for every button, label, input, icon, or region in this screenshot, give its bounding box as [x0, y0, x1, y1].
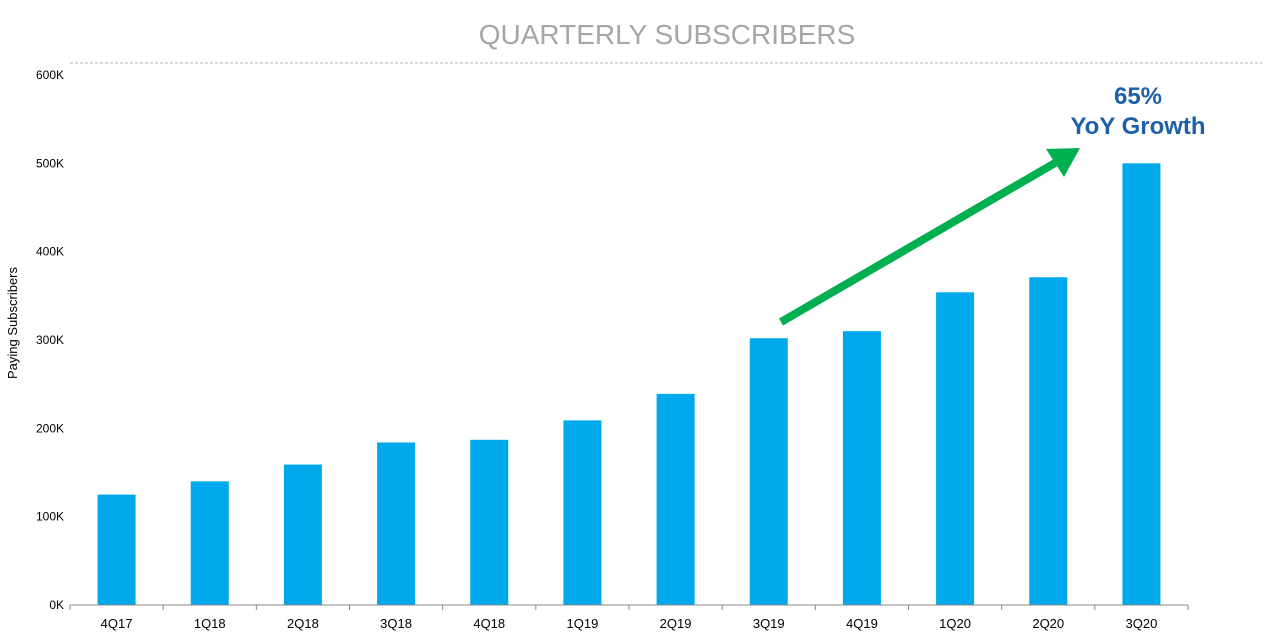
y-tick-label: 0K: [49, 598, 64, 612]
growth-arrow-head: [1046, 148, 1080, 177]
bar-4Q17: [97, 494, 136, 605]
x-tick-label: 1Q20: [939, 616, 971, 631]
y-tick-label: 600K: [36, 68, 64, 82]
bar-1Q20: [936, 292, 975, 605]
y-tick-label: 400K: [36, 245, 64, 259]
bar-1Q19: [563, 420, 602, 605]
x-tick-label: 2Q20: [1032, 616, 1064, 631]
x-tick-label: 4Q19: [846, 616, 878, 631]
x-tick-label: 3Q20: [1126, 616, 1158, 631]
bar-3Q20: [1122, 163, 1161, 606]
growth-arrow-shaft: [778, 159, 1058, 326]
bar-2Q20: [1029, 277, 1068, 605]
growth-annotation: 65% YoY Growth: [778, 83, 1206, 326]
bar-4Q19: [842, 331, 881, 605]
x-tick-label: 1Q19: [567, 616, 599, 631]
bar-4Q18: [470, 439, 509, 605]
x-tick-label: 1Q18: [194, 616, 226, 631]
bars: [97, 163, 1161, 606]
bar-3Q19: [749, 338, 788, 605]
y-tick-label: 200K: [36, 421, 64, 435]
growth-text-label: YoY Growth: [1070, 113, 1205, 140]
x-tick-label: 3Q18: [380, 616, 412, 631]
y-tick-label: 300K: [36, 333, 64, 347]
bar-2Q19: [656, 393, 695, 605]
x-tick-label: 4Q18: [473, 616, 505, 631]
x-tick-label: 3Q19: [753, 616, 785, 631]
y-tick-label: 500K: [36, 156, 64, 170]
x-axis: 4Q17 1Q18 2Q18 3Q18 4Q18 1Q19 2Q19 3Q19 4Q19 1Q20…: [69, 605, 1189, 631]
chart-title: QUARTERLY SUBSCRIBERS: [479, 19, 856, 50]
growth-percent-label: 65%: [1114, 83, 1162, 110]
bar-1Q18: [190, 481, 229, 605]
bar-2Q18: [283, 464, 322, 605]
x-tick-label: 2Q18: [287, 616, 319, 631]
y-axis-label: Paying Subscribers: [5, 267, 20, 379]
y-axis: 0K 100K 200K 300K 400K 500K 600K: [36, 68, 64, 612]
x-tick-label: 4Q17: [101, 616, 133, 631]
bar-3Q18: [377, 442, 416, 605]
y-tick-label: 100K: [36, 510, 64, 524]
x-tick-label: 2Q19: [660, 616, 692, 631]
